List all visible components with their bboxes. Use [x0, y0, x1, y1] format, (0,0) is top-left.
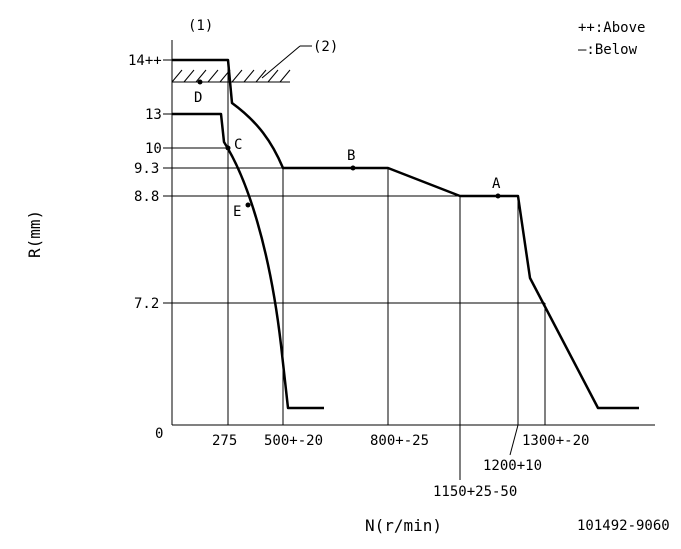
stopper-hatching	[171, 69, 291, 83]
x-tick-label: 800+-25	[370, 433, 429, 449]
y-tick-label: 9.3	[134, 161, 159, 177]
point-marker-b	[350, 165, 356, 171]
point-marker-a	[495, 193, 501, 199]
x-axis-title: N(r/min)	[365, 516, 442, 535]
point-marker-c	[225, 145, 231, 151]
x-tick-label: 500+-20	[264, 433, 323, 449]
x-tick-label: 1300+-20	[522, 433, 589, 449]
x-tick-label: 275	[212, 433, 237, 449]
point-label-b: B	[347, 148, 355, 164]
x-tick-label: 1200+10	[483, 458, 542, 474]
y-tick-label: 0	[155, 426, 163, 442]
y-tick-label: 14++	[128, 53, 162, 69]
point-label-e: E	[233, 204, 241, 220]
label-2-leader	[261, 45, 301, 79]
point-label-c: C	[234, 137, 242, 153]
point-marker-e	[245, 202, 251, 208]
point-marker-d	[197, 79, 203, 85]
y-tick-label: 7.2	[134, 296, 159, 312]
label-1: (1)	[188, 18, 213, 34]
figure-code: 101492-9060	[577, 518, 670, 534]
lower-curve	[172, 112, 324, 410]
point-label-d: D	[194, 90, 202, 106]
upper-curve	[172, 58, 639, 410]
y-axis-title: R(mm)	[25, 210, 44, 258]
x-leader-1200	[509, 424, 519, 456]
y-tick-label: 8.8	[134, 189, 159, 205]
label-2: (2)	[313, 39, 338, 55]
y-tick-label: 13	[145, 107, 162, 123]
point-label-a: A	[492, 176, 501, 192]
legend-below: —:Below	[578, 42, 638, 58]
legend-above: ++:Above	[578, 20, 645, 36]
y-tick-label: 10	[145, 141, 162, 157]
x-tick-label: 1150+25-50	[433, 484, 517, 500]
